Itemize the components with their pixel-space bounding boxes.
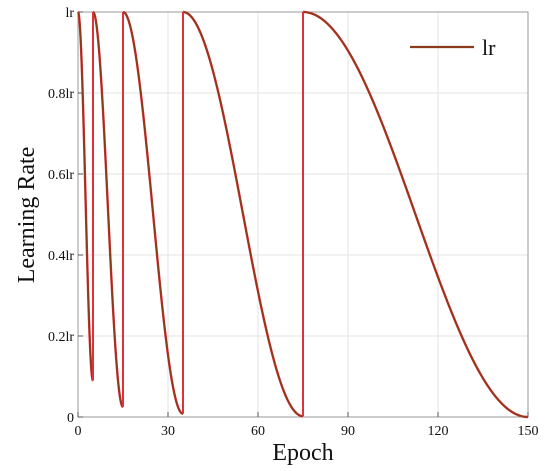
y-axis-label: Learning Rate (14, 147, 40, 284)
x-tick-label: 30 (161, 424, 175, 439)
x-tick-label: 0 (75, 424, 82, 439)
x-tick-label: 150 (518, 424, 539, 439)
lr-cycle-4 (182, 11, 304, 417)
y-tick-label: 0.6lr (48, 168, 74, 183)
y-axis-ticks: 0 0.2lr 0.4lr 0.6lr 0.8lr lr (48, 6, 83, 426)
y-tick-label: 0.2lr (48, 330, 74, 345)
lr-cycle-5 (302, 11, 529, 418)
x-axis-ticks: 0 30 60 90 120 150 (75, 412, 539, 439)
legend-label-lr: lr (482, 35, 496, 60)
legend: lr (410, 35, 496, 60)
lr-cycle-1 (77, 11, 94, 382)
series-group (76, 10, 529, 419)
x-axis-label: Epoch (272, 440, 333, 466)
y-tick-label: lr (65, 6, 74, 21)
lr-cycle-2 (92, 11, 124, 408)
x-tick-label: 90 (341, 424, 355, 439)
lr-cycle-3 (122, 11, 184, 415)
y-tick-label: 0.4lr (48, 249, 74, 264)
x-tick-label: 120 (428, 424, 449, 439)
x-tick-label: 60 (251, 424, 265, 439)
y-tick-label: 0.8lr (48, 87, 74, 102)
y-tick-label: 0 (67, 411, 74, 426)
